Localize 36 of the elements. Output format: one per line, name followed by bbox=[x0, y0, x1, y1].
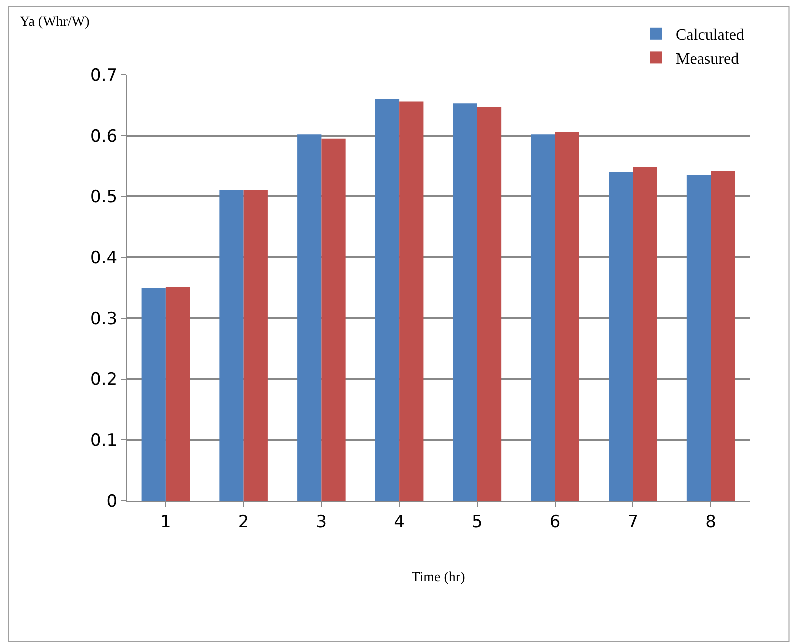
x-tick-label: 5 bbox=[472, 512, 483, 532]
bar bbox=[711, 171, 736, 501]
x-tick-label: 1 bbox=[160, 512, 172, 532]
y-axis-title: Ya (Whr/W) bbox=[20, 15, 90, 30]
y-tick-label: 0.2 bbox=[90, 370, 118, 390]
x-tick-label: 3 bbox=[316, 512, 328, 532]
x-tick-label: 4 bbox=[394, 512, 405, 532]
bar bbox=[322, 138, 346, 501]
y-tick-label: 0.6 bbox=[90, 126, 118, 147]
bar bbox=[633, 168, 658, 501]
bar bbox=[531, 134, 556, 501]
legend-label: Measured bbox=[676, 50, 740, 68]
bar bbox=[298, 134, 322, 501]
bar bbox=[220, 190, 244, 501]
x-tick-label: 6 bbox=[550, 512, 561, 532]
y-tick-label: 0.4 bbox=[90, 248, 118, 269]
x-tick-label: 7 bbox=[628, 512, 639, 532]
bar bbox=[555, 132, 580, 501]
bar bbox=[375, 99, 400, 501]
y-tick-label: 0.1 bbox=[90, 431, 118, 452]
bar bbox=[453, 104, 478, 501]
bar bbox=[400, 102, 424, 501]
bar bbox=[609, 172, 634, 501]
bar bbox=[686, 175, 712, 501]
x-tick-label: 2 bbox=[238, 512, 250, 532]
legend-label: Calculated bbox=[676, 27, 744, 44]
x-axis-title: Time (hr) bbox=[412, 570, 466, 586]
x-tick-label: 8 bbox=[706, 512, 716, 532]
y-tick-label: 0.5 bbox=[90, 188, 118, 208]
bar bbox=[166, 287, 190, 501]
y-tick-label: 0.7 bbox=[90, 66, 118, 86]
bar bbox=[477, 107, 502, 501]
y-tick-label: 0 bbox=[106, 492, 118, 512]
bar bbox=[244, 190, 268, 501]
bar bbox=[142, 288, 166, 501]
y-tick-label: 0.3 bbox=[90, 309, 118, 330]
